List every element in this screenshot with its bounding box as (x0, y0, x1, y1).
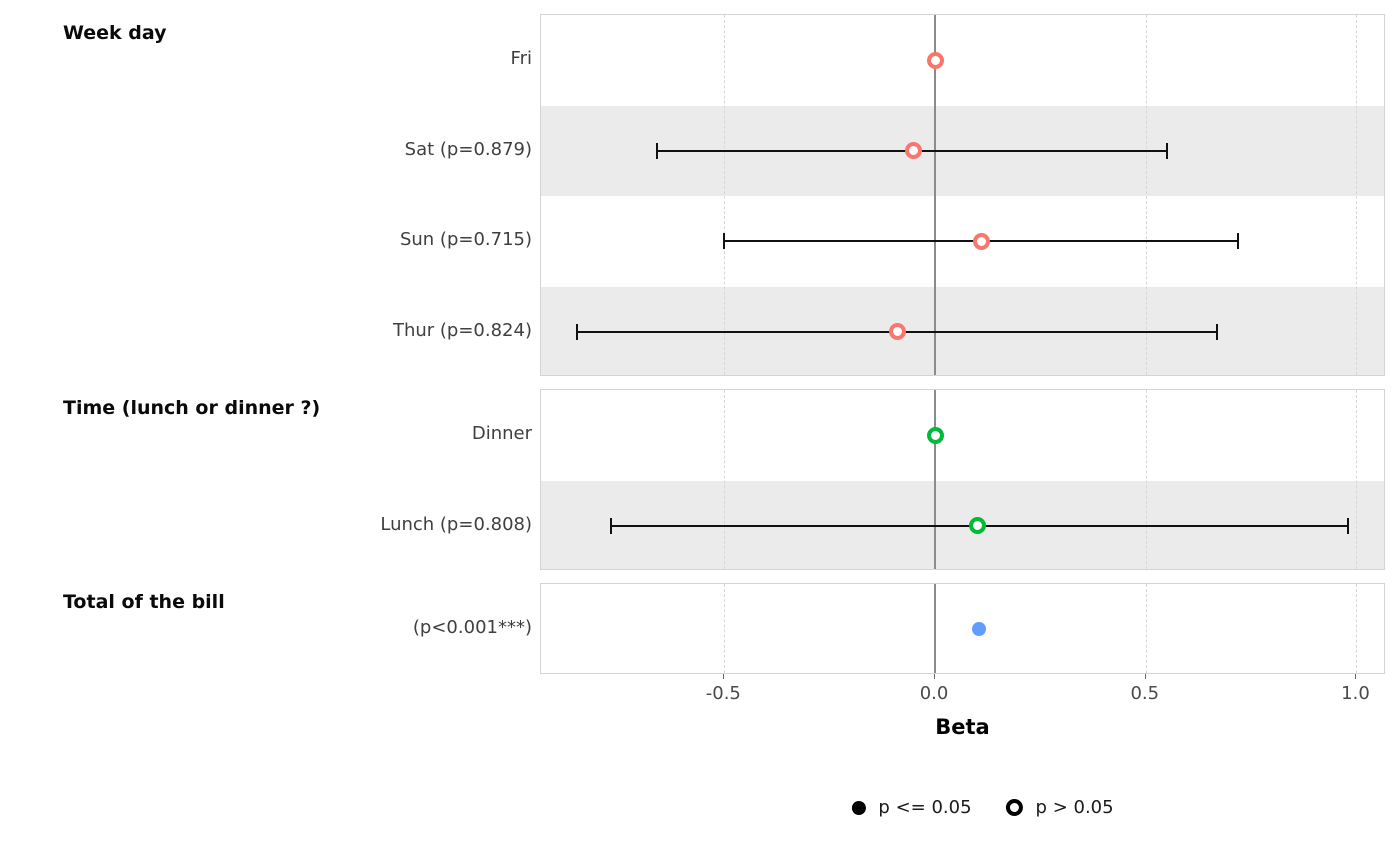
facet-panel (540, 583, 1385, 674)
estimate-point-hollow (972, 232, 990, 250)
gridline-dashed (724, 15, 726, 375)
ci-end-cap (1165, 142, 1168, 159)
row-label: Lunch (p=0.808) (380, 513, 532, 535)
gridline-dashed (724, 584, 726, 673)
x-tick-mark (1355, 673, 1357, 679)
zero-reference-line (934, 584, 937, 673)
x-tick-label: 0.0 (919, 682, 949, 704)
row-label: (p<0.001***) (412, 617, 532, 639)
x-tick-mark (723, 673, 725, 679)
row-label: Fri (510, 48, 532, 70)
ci-end-cap (575, 323, 578, 340)
facet-group-title: Total of the bill (63, 591, 225, 613)
estimate-point-filled (972, 622, 987, 637)
gridline-dashed (724, 390, 726, 569)
row-label: Sat (p=0.879) (404, 138, 532, 160)
facet-group-title: Week day (63, 22, 167, 44)
gridline-dashed (1356, 15, 1358, 375)
legend-item: p > 0.05 (1005, 797, 1114, 818)
ci-end-cap (655, 142, 658, 159)
row-label: Thur (p=0.824) (392, 319, 532, 341)
estimate-point-hollow (968, 517, 986, 535)
x-tick-mark (1144, 673, 1146, 679)
ci-end-cap (1237, 233, 1240, 250)
estimate-point-hollow (905, 142, 923, 160)
gridline-dashed (1145, 15, 1147, 375)
ci-end-cap (723, 233, 726, 250)
x-tick-mark (934, 673, 936, 679)
legend-item: p <= 0.05 (851, 797, 972, 818)
hollow-point-icon (1005, 799, 1023, 816)
facet-group-title: Time (lunch or dinner ?) (63, 397, 321, 419)
estimate-point-hollow (926, 51, 944, 69)
facet-panel (540, 389, 1385, 570)
gridline-dashed (1145, 584, 1147, 673)
estimate-point-hollow (926, 426, 944, 444)
filled-point-icon (851, 800, 866, 815)
gridline-dashed (1356, 390, 1358, 569)
ci-end-cap (1216, 323, 1219, 340)
ci-end-cap (1347, 517, 1350, 534)
gridline-dashed (1145, 390, 1147, 569)
x-axis-title: Beta (935, 714, 990, 739)
zero-reference-line (934, 15, 937, 375)
gridline-dashed (1356, 584, 1358, 673)
x-tick-label: -0.5 (705, 682, 741, 704)
legend-label: p > 0.05 (1035, 797, 1114, 818)
x-tick-label: 1.0 (1341, 682, 1370, 704)
legend-label: p <= 0.05 (878, 797, 972, 818)
legend: p <= 0.05 p > 0.05 (851, 797, 1114, 818)
zero-reference-line (934, 390, 937, 569)
estimate-point-hollow (888, 323, 906, 341)
row-label: Dinner (471, 423, 532, 445)
x-tick-label: 0.5 (1130, 682, 1160, 704)
ci-end-cap (609, 517, 612, 534)
facet-panel (540, 14, 1385, 376)
row-label: Sun (p=0.715) (399, 229, 532, 251)
